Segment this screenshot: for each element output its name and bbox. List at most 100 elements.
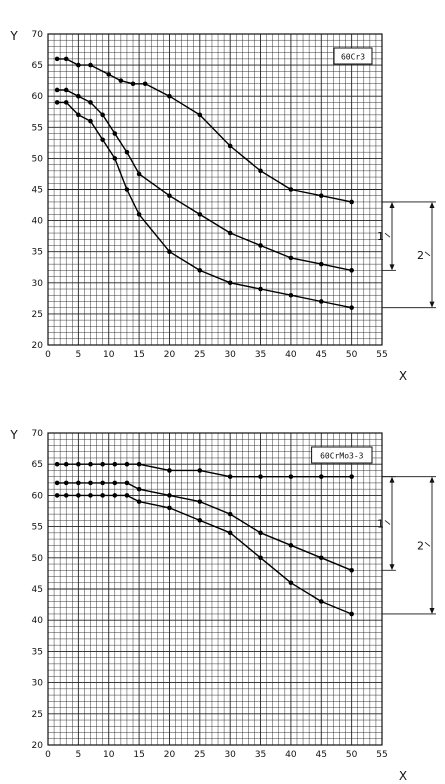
data-point [258,530,263,536]
y-tick-label: 35 [32,248,43,258]
bracket-leader [384,232,391,238]
x-tick-label: 0 [45,350,51,360]
data-point [112,493,118,498]
data-point [349,268,354,273]
data-point [54,461,60,467]
series-1 [54,461,354,479]
x-tick-label: 40 [285,350,297,360]
x-axis-label: X [399,369,407,383]
y-axis-label: Y [9,428,18,442]
y-tick-label: 65 [32,61,43,71]
data-point [63,480,69,486]
data-point [318,193,324,199]
data-point [54,56,60,62]
data-point [136,486,142,492]
data-point [112,156,118,161]
data-point [118,78,124,83]
y-tick-label: 45 [32,585,43,595]
data-point [349,305,354,310]
data-point [288,187,294,192]
data-point [288,474,294,479]
bracket-label: 2 [417,539,424,552]
y-tick-label: 25 [32,710,43,720]
material-label-box: 60CrMo3-3 [311,446,373,464]
x-tick-label: 15 [133,350,144,360]
data-point [318,599,324,604]
bracket-arrow [389,564,395,571]
chart-panel-60cr3: 0 5 10 15 20 25 30 35 40 45 50 55 20 25 30 35 40 45 50 55 60… [9,29,436,383]
x-tick-label: 20 [164,350,176,360]
x-tick-label: 40 [285,750,297,760]
x-tick-label: 5 [75,750,81,760]
y-tick-label: 40 [32,616,44,626]
bracket-arrow [389,264,395,271]
data-point [88,493,93,498]
plot-frame [47,432,383,746]
bracket-leader [384,520,391,525]
data-point [288,580,294,586]
data-point [88,62,93,68]
bracket-arrow [389,201,395,208]
y-tick-label: 30 [32,279,44,289]
data-point [124,480,130,486]
y-tick-label: 60 [32,92,44,102]
data-point [112,480,118,486]
data-point [167,193,172,199]
data-point [258,243,263,248]
data-point [227,230,233,236]
data-point [54,100,60,105]
y-tick-label: 55 [32,123,43,133]
y-tick-label: 35 [32,647,43,657]
data-point [124,493,130,498]
y-tick-label: 55 [32,523,43,533]
data-point [88,100,93,105]
x-tick-label: 45 [316,750,327,760]
x-tick-label: 15 [133,750,144,760]
data-point [197,468,203,473]
bracket-arrow [429,301,435,308]
data-point [136,212,142,217]
data-point [288,292,294,298]
x-tick-label: 30 [224,350,236,360]
data-point [100,112,105,118]
chart-panel-60crmo3-3: 0 5 10 15 20 25 30 35 40 45 50 55 20 25 30 35 40 45 50 55 60… [9,428,436,783]
material-label: 60Cr3 [341,53,365,62]
bracket-arrow [429,476,435,483]
data-point [54,87,60,93]
data-point [349,611,354,617]
bracket-leader [424,251,431,257]
material-label-frame [333,47,373,65]
data-point [136,461,142,467]
data-point [76,480,81,486]
x-tick-label: 10 [103,750,115,760]
data-point [167,249,172,254]
data-point [227,511,233,517]
bracket-arrow [389,476,395,483]
data-point [63,56,69,62]
data-point [167,493,172,498]
x-tick-label: 55 [376,750,387,760]
y-tick-label: 70 [32,30,44,40]
data-point [318,555,324,561]
data-point [288,543,294,548]
y-tick-label: 50 [32,154,44,164]
data-point [76,493,81,498]
plot-frame [47,33,383,346]
data-point [54,480,60,486]
x-tick-label: 25 [194,750,205,760]
data-point [136,499,142,504]
data-point [112,131,118,136]
data-point [349,474,354,479]
data-point [258,286,263,292]
x-tick-label: 0 [45,750,51,760]
data-point [258,555,263,561]
data-point [76,62,81,68]
bracket-arrow [429,201,435,208]
data-point [63,461,69,467]
x-tick-label: 10 [103,350,115,360]
data-point [227,474,233,479]
data-point [76,461,81,467]
material-label-frame [311,446,373,464]
data-point [124,461,130,467]
y-tick-label: 60 [32,491,44,501]
